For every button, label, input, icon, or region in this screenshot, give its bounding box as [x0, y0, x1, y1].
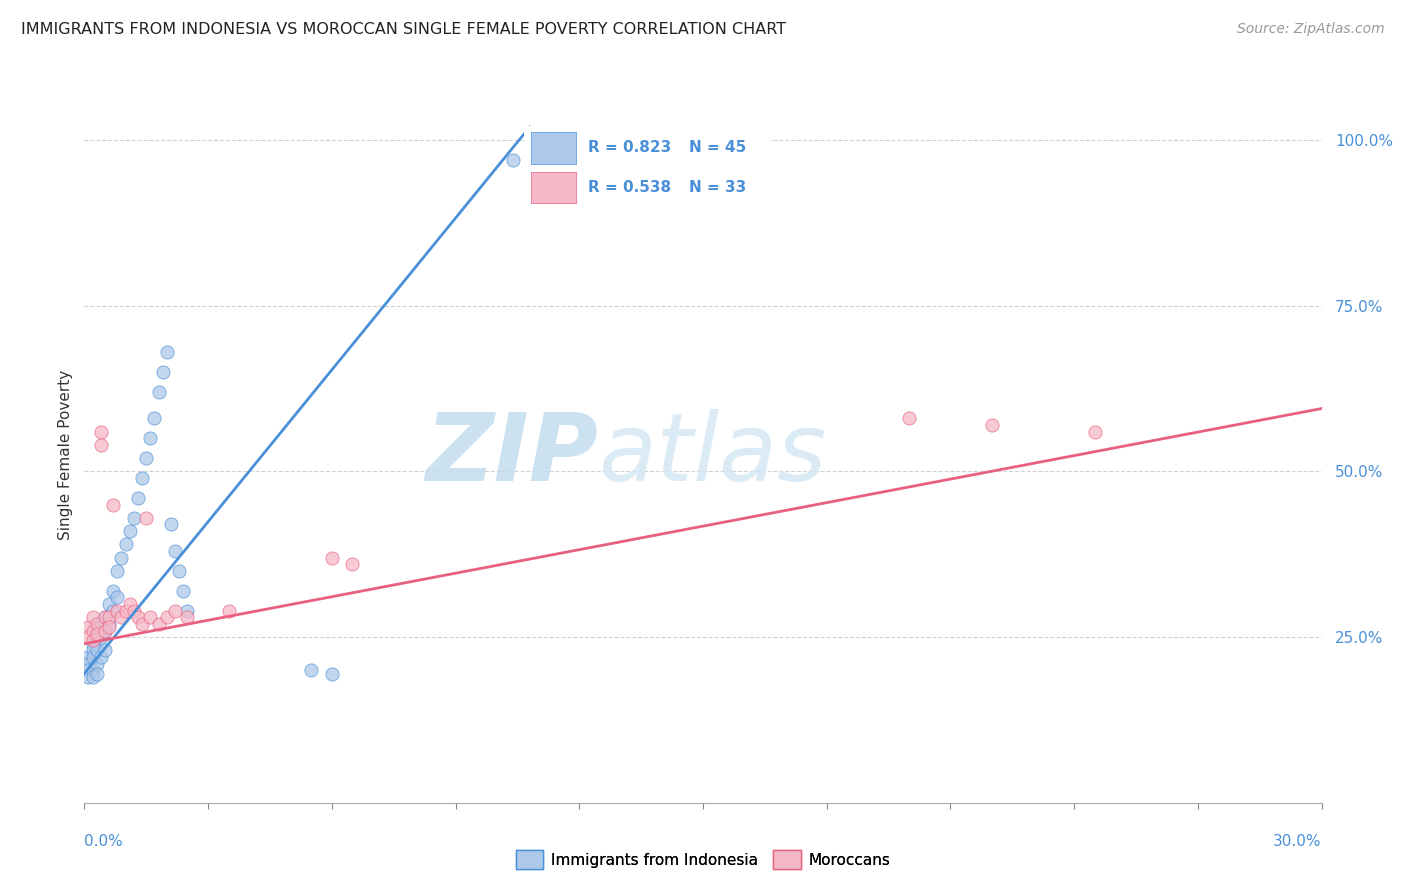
- Point: [114, 604, 136, 618]
- Point: [167, 564, 190, 578]
- Point: [90, 630, 112, 644]
- Text: 30.0%: 30.0%: [1274, 834, 1322, 849]
- Point: [1084, 425, 1107, 439]
- Point: [122, 604, 145, 618]
- Point: [218, 604, 240, 618]
- Point: [90, 616, 112, 631]
- Point: [152, 365, 174, 379]
- Point: [127, 491, 149, 505]
- Point: [122, 511, 145, 525]
- Point: [94, 610, 117, 624]
- Point: [94, 624, 117, 638]
- Point: [82, 610, 104, 624]
- Point: [86, 643, 108, 657]
- Y-axis label: Single Female Poverty: Single Female Poverty: [58, 370, 73, 540]
- Point: [77, 630, 100, 644]
- Point: [98, 616, 121, 631]
- Point: [135, 451, 157, 466]
- Point: [148, 384, 170, 399]
- Point: [90, 650, 112, 665]
- Point: [82, 650, 104, 665]
- Point: [156, 345, 179, 359]
- Point: [82, 633, 104, 648]
- Point: [103, 583, 125, 598]
- Point: [139, 431, 162, 445]
- Point: [342, 558, 364, 572]
- Point: [160, 517, 183, 532]
- Point: [82, 663, 104, 677]
- Point: [176, 604, 198, 618]
- Text: Source: ZipAtlas.com: Source: ZipAtlas.com: [1237, 22, 1385, 37]
- Point: [105, 604, 128, 618]
- Point: [131, 471, 153, 485]
- Point: [86, 630, 108, 644]
- Point: [86, 616, 108, 631]
- Point: [77, 663, 100, 677]
- Point: [176, 610, 198, 624]
- Point: [299, 663, 322, 677]
- Point: [110, 610, 132, 624]
- Point: [139, 610, 162, 624]
- Text: atlas: atlas: [598, 409, 827, 500]
- Point: [127, 610, 149, 624]
- Point: [980, 418, 1002, 433]
- Point: [94, 643, 117, 657]
- Legend: Immigrants from Indonesia, Moroccans: Immigrants from Indonesia, Moroccans: [509, 845, 897, 875]
- Point: [82, 670, 104, 684]
- Point: [98, 610, 121, 624]
- Point: [86, 666, 108, 681]
- Point: [77, 670, 100, 684]
- Point: [172, 583, 194, 598]
- Point: [82, 624, 104, 638]
- Point: [90, 438, 112, 452]
- Point: [143, 411, 166, 425]
- Point: [77, 650, 100, 665]
- Text: ZIP: ZIP: [425, 409, 598, 501]
- Point: [118, 524, 141, 538]
- Point: [898, 411, 921, 425]
- Point: [165, 544, 187, 558]
- Point: [77, 620, 100, 634]
- Point: [135, 511, 157, 525]
- Point: [105, 564, 128, 578]
- Point: [105, 591, 128, 605]
- Point: [90, 425, 112, 439]
- Point: [165, 604, 187, 618]
- Point: [98, 620, 121, 634]
- Point: [82, 637, 104, 651]
- Point: [156, 610, 179, 624]
- Point: [148, 616, 170, 631]
- Point: [94, 610, 117, 624]
- Text: IMMIGRANTS FROM INDONESIA VS MOROCCAN SINGLE FEMALE POVERTY CORRELATION CHART: IMMIGRANTS FROM INDONESIA VS MOROCCAN SI…: [21, 22, 786, 37]
- Point: [321, 550, 343, 565]
- Point: [77, 657, 100, 671]
- Point: [103, 498, 125, 512]
- Point: [110, 550, 132, 565]
- Point: [114, 537, 136, 551]
- Point: [103, 604, 125, 618]
- Point: [86, 657, 108, 671]
- Text: 0.0%: 0.0%: [84, 834, 124, 849]
- Point: [98, 597, 121, 611]
- Point: [118, 597, 141, 611]
- Point: [321, 666, 343, 681]
- Point: [86, 627, 108, 641]
- Point: [131, 616, 153, 631]
- Point: [82, 643, 104, 657]
- Point: [502, 153, 524, 167]
- Point: [94, 624, 117, 638]
